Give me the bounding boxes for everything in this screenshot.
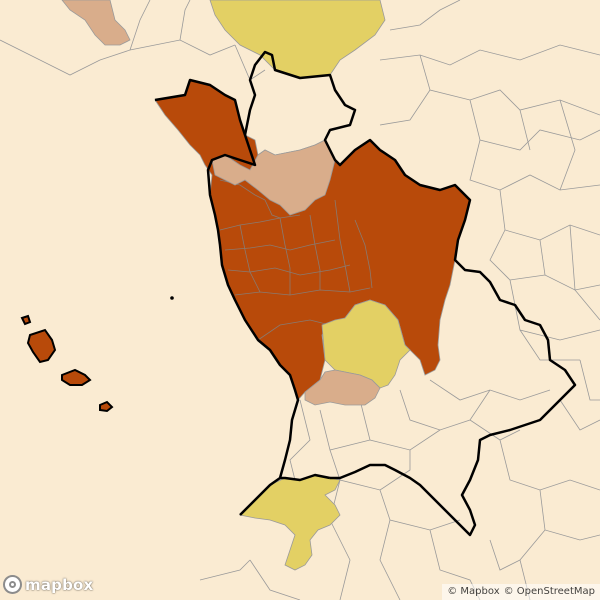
attribution-osm-link[interactable]: © OpenStreetMap — [503, 586, 595, 597]
islands[interactable] — [20, 314, 114, 413]
mapbox-logo-icon — [3, 575, 22, 594]
region-boundary-east — [243, 50, 577, 537]
island-dark-1 — [26, 328, 57, 364]
region-boundary-thick — [154, 78, 300, 516]
island-dark-4 — [20, 314, 32, 326]
island-dark-2 — [61, 368, 92, 386]
attribution: © Mapbox © OpenStreetMap — [442, 584, 600, 600]
mapbox-logo-text: mapbox — [25, 575, 94, 594]
northwest-region-tan[interactable] — [61, 0, 131, 46]
attribution-mapbox-link[interactable]: © Mapbox — [447, 586, 500, 597]
islet-dot — [170, 296, 174, 300]
north-region-tan[interactable] — [211, 139, 336, 216]
region-boundary-south — [280, 473, 331, 482]
south-region-tan[interactable] — [304, 369, 381, 406]
mapbox-logo[interactable]: mapbox — [3, 575, 93, 594]
island-dark-3 — [99, 400, 114, 413]
